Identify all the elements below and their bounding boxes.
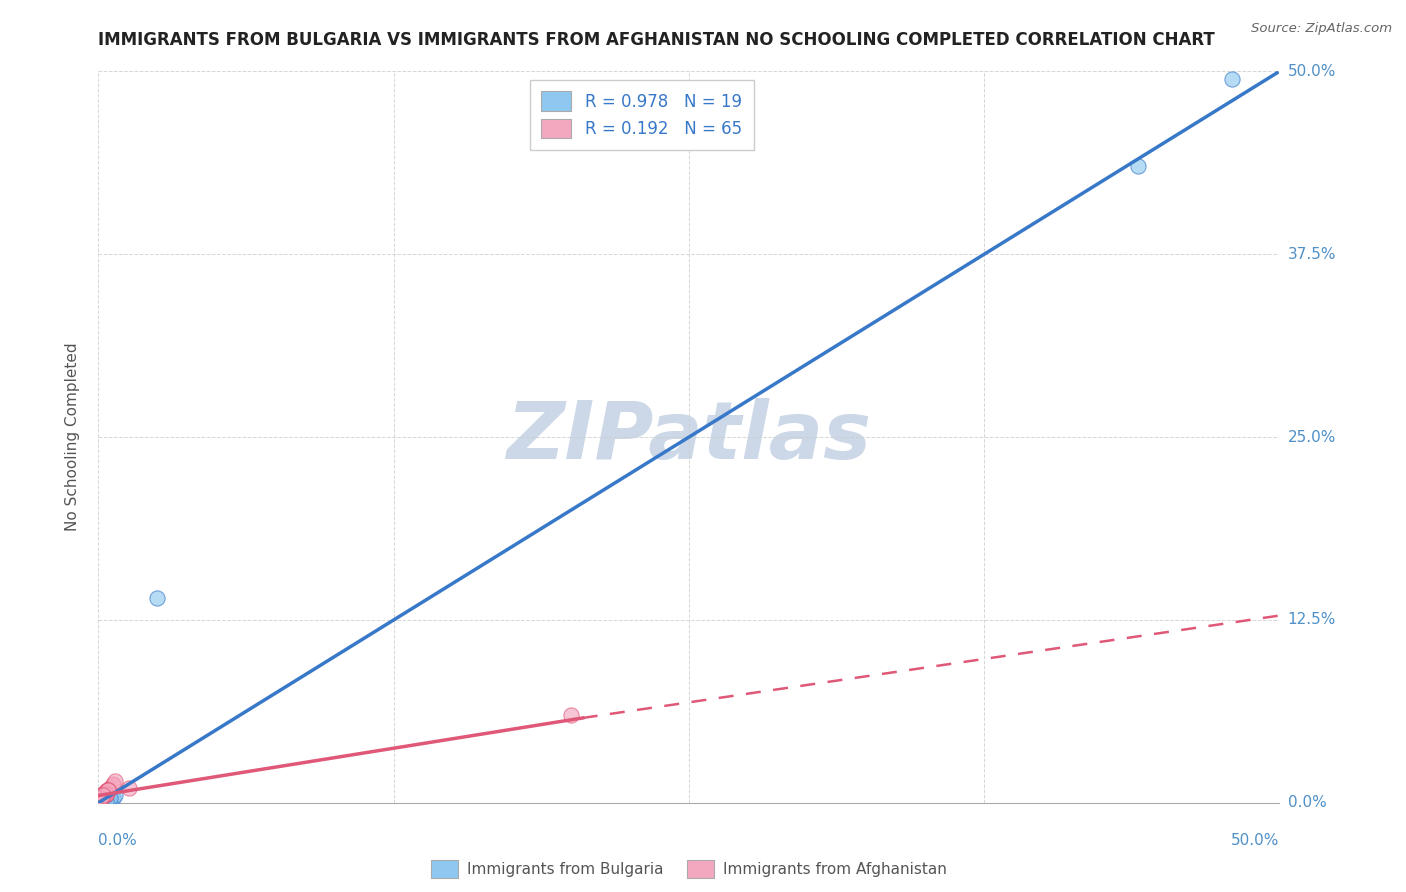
Point (104, 773, 127, 788)
Point (97, 782, 120, 797)
Point (91, 789, 114, 803)
Point (94, 787, 117, 801)
Point (97, 782, 120, 797)
Point (91, 789, 114, 803)
Point (101, 777, 124, 791)
Point (91, 789, 114, 803)
Point (97, 782, 120, 797)
Point (94, 787, 117, 801)
Point (91, 789, 114, 803)
Point (90, 794, 112, 808)
Point (91, 789, 114, 803)
Point (90, 791, 112, 805)
Point (90, 791, 112, 805)
Text: Source: ZipAtlas.com: Source: ZipAtlas.com (1251, 22, 1392, 36)
Point (91, 789, 114, 803)
Point (90, 791, 112, 805)
Point (101, 778, 124, 792)
Point (90, 791, 112, 805)
Y-axis label: No Schooling Completed: No Schooling Completed (65, 343, 80, 532)
Point (94, 793, 117, 807)
Point (1126, 160, 1149, 174)
Point (90, 791, 112, 805)
Point (91, 789, 114, 803)
Point (91, 789, 114, 803)
Point (94, 794, 117, 808)
Point (94, 787, 117, 801)
Point (560, 708, 582, 723)
Point (97, 782, 120, 797)
Point (98, 781, 121, 796)
Point (90, 791, 112, 805)
Point (90, 791, 112, 805)
Text: 12.5%: 12.5% (1288, 613, 1336, 627)
Point (91, 794, 114, 808)
Point (90, 791, 112, 805)
Point (91, 789, 114, 803)
Point (90, 789, 112, 803)
Point (94, 784, 117, 798)
Point (97, 782, 120, 797)
Point (98, 781, 121, 796)
Point (97, 782, 120, 797)
Point (98, 789, 121, 804)
Point (90, 791, 112, 805)
Point (90, 791, 112, 805)
Point (91, 787, 114, 801)
Point (90, 791, 112, 805)
Point (91, 789, 114, 803)
Point (91, 789, 114, 803)
Point (94, 787, 117, 801)
Point (91, 789, 114, 803)
Text: 0.0%: 0.0% (98, 833, 138, 848)
Text: ZIPatlas: ZIPatlas (506, 398, 872, 476)
Point (94, 787, 117, 801)
Point (94, 787, 117, 801)
Point (91, 789, 114, 803)
Point (97, 793, 120, 807)
Point (94, 784, 117, 798)
Point (91, 789, 114, 803)
Text: 37.5%: 37.5% (1288, 247, 1336, 261)
Point (94, 787, 117, 801)
Text: IMMIGRANTS FROM BULGARIA VS IMMIGRANTS FROM AFGHANISTAN NO SCHOOLING COMPLETED C: IMMIGRANTS FROM BULGARIA VS IMMIGRANTS F… (98, 31, 1215, 49)
Point (94, 794, 117, 808)
Text: 25.0%: 25.0% (1288, 430, 1336, 444)
Point (94, 787, 117, 801)
Text: 50.0%: 50.0% (1232, 833, 1279, 848)
Point (91, 789, 114, 803)
Text: 50.0%: 50.0% (1288, 64, 1336, 78)
Legend: Immigrants from Bulgaria, Immigrants from Afghanistan: Immigrants from Bulgaria, Immigrants fro… (425, 855, 953, 884)
Point (146, 591, 169, 605)
Point (97, 782, 120, 797)
Point (1220, 71, 1243, 86)
Point (94, 787, 117, 801)
Point (90, 794, 112, 808)
Point (118, 781, 141, 796)
Point (91, 789, 114, 803)
Point (91, 789, 114, 803)
Point (90, 791, 112, 805)
Point (97, 793, 120, 807)
Point (101, 791, 124, 805)
Point (94, 787, 117, 801)
Point (90, 791, 112, 805)
Point (91, 794, 114, 808)
Point (94, 787, 117, 801)
Point (90, 791, 112, 805)
Point (94, 787, 117, 801)
Text: 0.0%: 0.0% (1288, 796, 1326, 810)
Point (104, 789, 127, 803)
Point (91, 794, 114, 808)
Point (98, 791, 121, 805)
Point (90, 794, 112, 808)
Point (94, 794, 117, 808)
Point (97, 782, 120, 797)
Point (94, 787, 117, 801)
Point (97, 782, 120, 797)
Point (91, 789, 114, 803)
